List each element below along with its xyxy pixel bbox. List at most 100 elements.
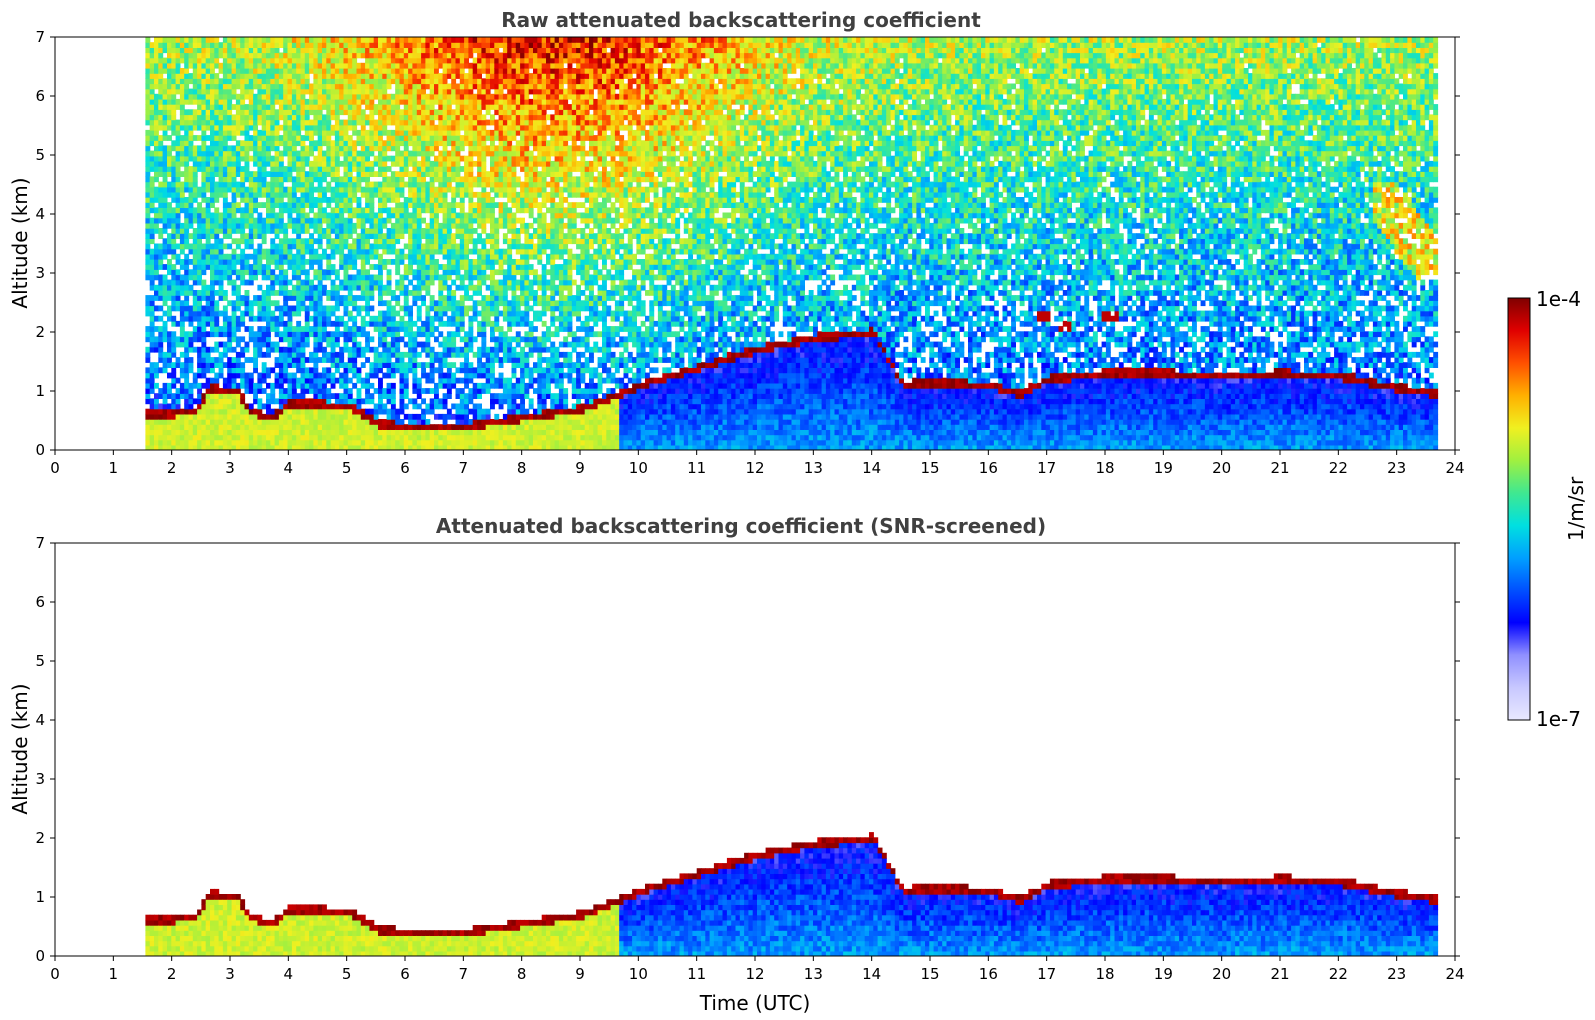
heatmap-cell: [240, 181, 246, 188]
heatmap-cell: [455, 181, 461, 188]
heatmap-cell: [438, 93, 444, 100]
heatmap-cell: [248, 419, 254, 425]
heatmap-cell: [192, 233, 198, 239]
heatmap-cell: [365, 47, 370, 54]
heatmap-cell: [309, 290, 314, 296]
heatmap-cell: [184, 155, 190, 162]
heatmap-cell: [222, 408, 228, 415]
heatmap-cell: [197, 326, 202, 332]
heatmap-cell: [218, 393, 224, 399]
heatmap-cell: [451, 320, 457, 327]
heatmap-cell: [438, 202, 444, 208]
heatmap-cell: [438, 78, 444, 85]
heatmap-cell: [330, 408, 336, 415]
heatmap-cell: [334, 57, 340, 64]
heatmap-cell: [278, 305, 284, 312]
heatmap-cell: [395, 295, 401, 301]
heatmap-cell: [253, 135, 258, 141]
heatmap-cell: [154, 264, 159, 270]
heatmap-cell: [261, 160, 267, 167]
heatmap-cell: [287, 109, 293, 116]
heatmap-cell: [343, 372, 349, 379]
heatmap-cell: [210, 243, 215, 250]
heatmap-cell: [455, 191, 461, 198]
heatmap-cell: [300, 238, 306, 245]
heatmap-cell: [287, 279, 293, 286]
heatmap-cell: [261, 264, 267, 270]
heatmap-cell: [382, 248, 388, 255]
heatmap-cell: [287, 98, 293, 105]
heatmap-cell: [214, 124, 220, 131]
heatmap-cell: [455, 269, 461, 276]
heatmap-cell: [240, 124, 246, 131]
heatmap-cell: [214, 382, 220, 389]
heatmap-cell: [451, 42, 457, 48]
heatmap-cell: [403, 331, 409, 338]
heatmap-cell: [451, 429, 457, 436]
heatmap-cell: [322, 284, 327, 291]
heatmap-cell: [231, 42, 237, 48]
heatmap-cell: [352, 341, 358, 348]
heatmap-cell: [425, 290, 431, 296]
heatmap-cell: [300, 140, 306, 147]
heatmap-cell: [278, 413, 284, 420]
heatmap-cell: [390, 104, 396, 110]
heatmap-cell: [167, 52, 172, 59]
heatmap-cell: [300, 217, 306, 224]
heatmap-cell: [434, 403, 439, 410]
heatmap-cell: [429, 47, 435, 54]
heatmap-cell: [395, 259, 401, 265]
heatmap-cell: [451, 377, 457, 384]
heatmap-cell: [356, 284, 362, 291]
heatmap-cell: [197, 93, 202, 100]
heatmap-cell: [399, 393, 405, 399]
heatmap-cell: [378, 98, 383, 105]
heatmap-cell: [326, 42, 332, 48]
heatmap-cell: [240, 336, 246, 343]
heatmap-cell: [442, 393, 448, 399]
heatmap-cell: [322, 403, 327, 410]
heatmap-cell: [266, 269, 271, 276]
heatmap-cell: [244, 233, 250, 239]
heatmap-cell: [300, 37, 306, 43]
heatmap-cell: [296, 217, 302, 224]
heatmap-cell: [266, 171, 271, 177]
heatmap-cell: [188, 274, 194, 281]
heatmap-cell: [373, 279, 379, 286]
heatmap-cell: [382, 88, 388, 95]
heatmap-cell: [283, 367, 289, 374]
heatmap-cell: [253, 47, 258, 54]
heatmap-cell: [210, 176, 215, 183]
heatmap-cell: [205, 315, 211, 322]
heatmap-cell: [339, 346, 345, 353]
heatmap-cell: [365, 393, 370, 399]
heatmap-cell: [317, 78, 323, 85]
heatmap-cell: [274, 424, 280, 430]
heatmap-cell: [446, 155, 452, 162]
heatmap-cell: [296, 279, 302, 286]
heatmap-cell: [442, 119, 448, 126]
heatmap-cell: [356, 444, 362, 450]
heatmap-cell: [339, 119, 345, 126]
heatmap-cell: [149, 135, 155, 141]
heatmap-cell: [382, 109, 388, 116]
heatmap-cell: [162, 439, 168, 446]
heatmap-cell: [347, 181, 353, 188]
heatmap-cell: [455, 228, 461, 234]
heatmap-cell: [283, 42, 289, 48]
heatmap-cell: [244, 155, 250, 162]
heatmap-cell: [451, 93, 457, 100]
heatmap-cell: [201, 217, 207, 224]
heatmap-cell: [455, 145, 461, 152]
heatmap-cell: [278, 104, 284, 110]
heatmap-cell: [145, 93, 151, 100]
heatmap-cell: [248, 408, 254, 415]
heatmap-cell: [162, 253, 168, 260]
heatmap-cell: [395, 222, 401, 229]
heatmap-cell: [373, 403, 379, 410]
heatmap-cell: [434, 429, 439, 436]
heatmap-cell: [270, 78, 276, 85]
heatmap-cell: [291, 269, 297, 276]
heatmap-cell: [231, 212, 237, 219]
heatmap-cell: [179, 73, 185, 79]
